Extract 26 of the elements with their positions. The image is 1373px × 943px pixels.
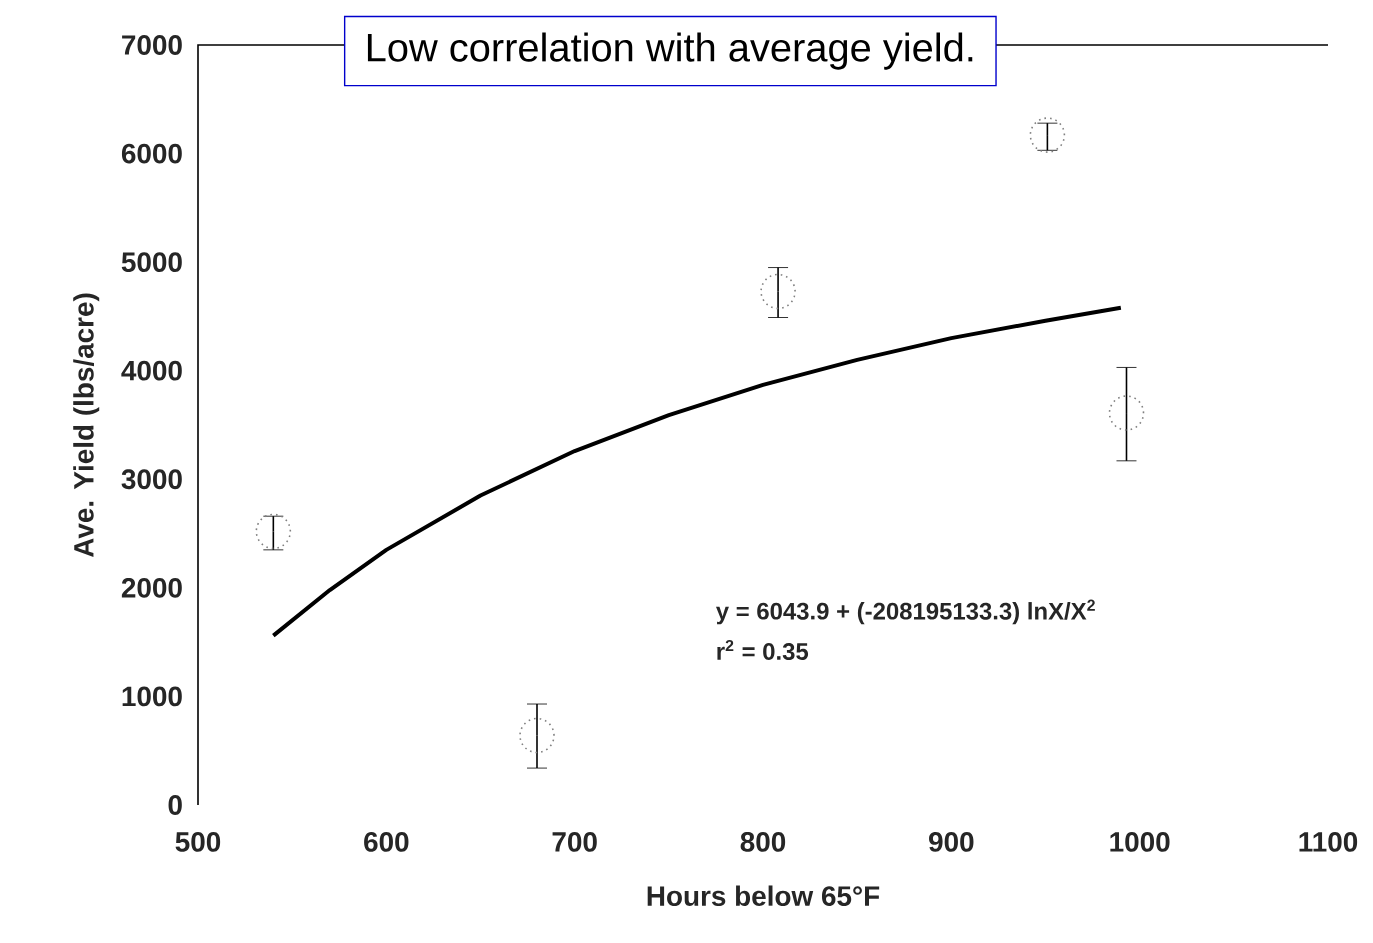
chart-title: Low correlation with average yield. [367,32,973,70]
y-axis-title: Ave. Yield (lbs/acre) [73,293,100,558]
x-tick-label: 1100 [1299,832,1358,852]
x-tick-label: 800 [740,832,786,852]
point [1108,395,1145,431]
y-tick-label: 7000 [122,35,182,55]
annotation: y = 6043.9 + (-208195133.3) lnX/X$^{2}$ [715,599,1095,625]
x-tick-label: 900 [929,832,974,852]
x-tick-label: 700 [552,832,597,852]
annotation: r$^{2}$ = 0.35 [717,639,809,661]
y-tick-label: 4000 [121,360,182,381]
x-axis-title: Hours below 65°F [647,885,880,906]
line-series [271,305,1123,638]
point [1029,117,1066,153]
x-tick-label: 1000 [1110,832,1170,852]
point [255,513,292,550]
y-tick-label: 6000 [121,143,182,164]
y-tick-label: 1000 [122,686,182,707]
point [519,717,555,754]
point [760,273,796,310]
y-tick-label: 5000 [121,252,182,273]
y-tick-label: 2000 [121,577,182,598]
y-tick-label: 3000 [121,469,182,490]
x-tick-label: 600 [364,832,409,852]
y-tick-label: 0 [168,795,182,815]
x-tick-label: 500 [175,832,221,852]
